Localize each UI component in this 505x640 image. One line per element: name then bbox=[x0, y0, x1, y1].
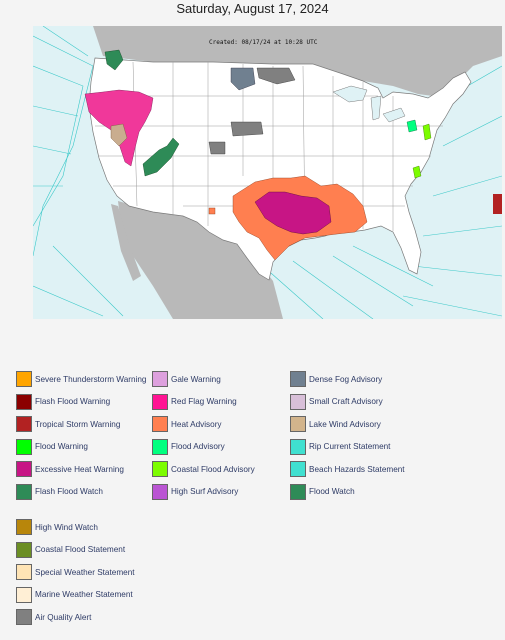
legend-column-1: Severe Thunderstorm Warning Flash Flood W… bbox=[16, 368, 147, 503]
legend-swatch bbox=[290, 461, 306, 478]
legend-label: Flash Flood Watch bbox=[35, 487, 103, 497]
legend-label: Coastal Flood Advisory bbox=[171, 464, 255, 474]
legend-label: Heat Advisory bbox=[171, 419, 222, 429]
legend-swatch bbox=[16, 416, 32, 433]
legend-item[interactable]: Flood Watch bbox=[290, 481, 405, 504]
legend-swatch bbox=[16, 393, 32, 410]
legend-item[interactable]: Severe Thunderstorm Warning bbox=[16, 368, 147, 391]
map-svg bbox=[33, 26, 502, 319]
legend-label: Beach Hazards Statement bbox=[309, 464, 405, 474]
air-quality-area-1 bbox=[256, 67, 296, 85]
legend-swatch bbox=[290, 393, 306, 410]
legend-label: Tropical Storm Warning bbox=[35, 419, 121, 429]
flash-flood-watch-north bbox=[104, 49, 124, 71]
legend-item[interactable]: Gale Warning bbox=[152, 368, 255, 391]
legend-item[interactable]: Dense Fog Advisory bbox=[290, 368, 405, 391]
legend-item[interactable]: Tropical Storm Warning bbox=[16, 413, 147, 436]
air-quality-area-3 bbox=[208, 141, 226, 155]
tropical-storm-area bbox=[493, 194, 502, 214]
legend-item[interactable]: Small Craft Advisory bbox=[290, 391, 405, 414]
legend-swatch bbox=[152, 461, 168, 478]
great-lakes bbox=[332, 85, 406, 123]
legend-label: Special Weather Statement bbox=[35, 567, 135, 577]
legend-swatch bbox=[16, 519, 32, 536]
legend-item[interactable]: Flash Flood Warning bbox=[16, 391, 147, 414]
legend-label: Dense Fog Advisory bbox=[309, 374, 383, 384]
legend-swatch bbox=[152, 371, 168, 388]
legend-label: Coastal Flood Statement bbox=[35, 545, 126, 555]
legend-label: Flood Watch bbox=[309, 487, 355, 497]
legend-item[interactable]: Flood Warning bbox=[16, 436, 147, 459]
legend-item[interactable]: Marine Weather Statement bbox=[16, 584, 135, 607]
dense-fog-area bbox=[230, 67, 256, 91]
excessive-heat-area bbox=[254, 191, 332, 235]
legend-swatch bbox=[16, 609, 32, 626]
legend-item[interactable]: Air Quality Alert bbox=[16, 606, 135, 629]
legend-item[interactable]: Coastal Flood Advisory bbox=[152, 458, 255, 481]
legend-label: High Surf Advisory bbox=[171, 487, 239, 497]
legend-swatch bbox=[16, 586, 32, 603]
flood-advisory-area bbox=[406, 119, 418, 133]
legend-group-2: High Wind Watch Coastal Flood Statement Sp… bbox=[16, 516, 135, 629]
legend-swatch bbox=[16, 483, 32, 500]
legend-label: Flood Warning bbox=[35, 442, 88, 452]
legend-swatch bbox=[16, 438, 32, 455]
legend-swatch bbox=[152, 438, 168, 455]
legend-swatch bbox=[290, 483, 306, 500]
legend-label: Marine Weather Statement bbox=[35, 590, 133, 600]
legend-label: Severe Thunderstorm Warning bbox=[35, 374, 147, 384]
legend-label: High Wind Watch bbox=[35, 522, 98, 532]
flash-flood-watch-utah bbox=[142, 137, 180, 177]
coastal-flood-advisory-area bbox=[422, 123, 432, 141]
legend-swatch bbox=[152, 393, 168, 410]
legend-item[interactable]: High Wind Watch bbox=[16, 516, 135, 539]
legend-item[interactable]: High Surf Advisory bbox=[152, 481, 255, 504]
legend-label: Small Craft Advisory bbox=[309, 397, 383, 407]
legend-swatch bbox=[152, 416, 168, 433]
air-quality-area-2 bbox=[230, 121, 264, 137]
legend-label: Flash Flood Warning bbox=[35, 397, 111, 407]
legend-swatch bbox=[152, 483, 168, 500]
legend-label: Flood Advisory bbox=[171, 442, 225, 452]
legend-swatch bbox=[290, 416, 306, 433]
legend-label: Gale Warning bbox=[171, 374, 221, 384]
legend-swatch bbox=[16, 541, 32, 558]
heat-advisory-nm bbox=[208, 207, 216, 215]
legend-column-2: Gale Warning Red Flag Warning Heat Advisor… bbox=[152, 368, 255, 503]
legend-label: Red Flag Warning bbox=[171, 397, 237, 407]
coastal-flood-advisory-se bbox=[412, 165, 422, 179]
marine-zone-lines bbox=[33, 26, 502, 319]
legend-label: Air Quality Alert bbox=[35, 612, 92, 622]
legend-item[interactable]: Coastal Flood Statement bbox=[16, 539, 135, 562]
legend-swatch bbox=[16, 564, 32, 581]
legend-column-3: Dense Fog Advisory Small Craft Advisory La… bbox=[290, 368, 405, 503]
legend-item[interactable]: Special Weather Statement bbox=[16, 561, 135, 584]
legend-label: Excessive Heat Warning bbox=[35, 464, 124, 474]
legend-item[interactable]: Excessive Heat Warning bbox=[16, 458, 147, 481]
baja-land bbox=[111, 204, 141, 281]
legend-swatch bbox=[16, 371, 32, 388]
legend-item[interactable]: Red Flag Warning bbox=[152, 391, 255, 414]
legend-swatch bbox=[290, 438, 306, 455]
legend-item[interactable]: Beach Hazards Statement bbox=[290, 458, 405, 481]
legend-label: Rip Current Statement bbox=[309, 442, 391, 452]
canada-land bbox=[93, 26, 502, 96]
legend-swatch bbox=[290, 371, 306, 388]
created-timestamp: Created: 08/17/24 at 10:28 UTC bbox=[209, 39, 318, 46]
legend-item[interactable]: Heat Advisory bbox=[152, 413, 255, 436]
lake-wind-area bbox=[110, 123, 128, 147]
mexico-land bbox=[118, 201, 283, 319]
hazard-legend: Severe Thunderstorm Warning Flash Flood W… bbox=[16, 368, 496, 638]
legend-item[interactable]: Lake Wind Advisory bbox=[290, 413, 405, 436]
us-hazards-map[interactable]: Created: 08/17/24 at 10:28 UTC bbox=[33, 26, 502, 319]
legend-label: Lake Wind Advisory bbox=[309, 419, 381, 429]
legend-item[interactable]: Flash Flood Watch bbox=[16, 481, 147, 504]
legend-item[interactable]: Flood Advisory bbox=[152, 436, 255, 459]
legend-swatch bbox=[16, 461, 32, 478]
legend-item[interactable]: Rip Current Statement bbox=[290, 436, 405, 459]
page-title: Saturday, August 17, 2024 bbox=[176, 1, 329, 16]
